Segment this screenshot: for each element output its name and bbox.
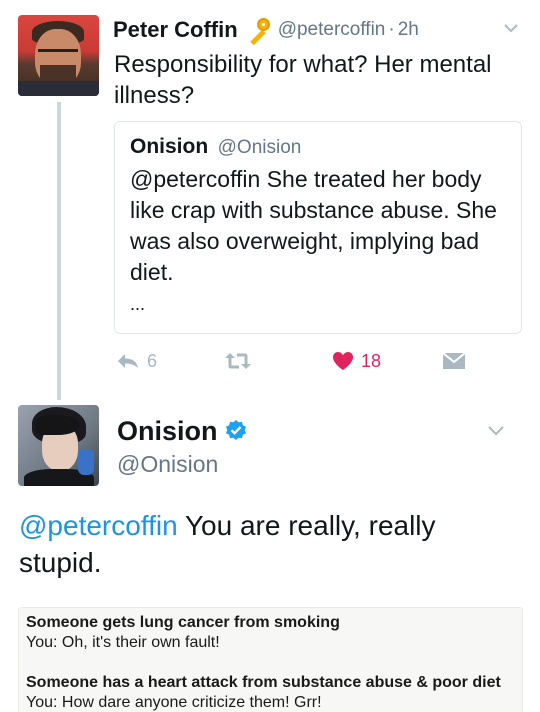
- key-icon: [244, 17, 272, 46]
- tweet-onision[interactable]: Onision @Onision @petercoffin You are re…: [0, 400, 540, 712]
- quote-header: Onision @Onision: [130, 135, 301, 159]
- mention-link[interactable]: @petercoffin: [19, 510, 178, 541]
- author-handle[interactable]: @Onision: [117, 451, 219, 477]
- retweet-icon: [225, 353, 251, 369]
- reply-count: 6: [147, 350, 158, 371]
- envelope-icon: [442, 352, 466, 369]
- heart-icon: [333, 352, 353, 370]
- like-count: 18: [361, 350, 382, 371]
- tweet-actions: 6 18: [114, 346, 524, 376]
- chevron-down-icon[interactable]: [487, 421, 505, 439]
- quote-ellipsis: ...: [130, 294, 146, 314]
- attached-image[interactable]: Someone gets lung cancer from smoking Yo…: [18, 607, 523, 712]
- tweet-header: Peter Coffin @petercoffin · 2h: [113, 15, 419, 46]
- quote-text: @petercoffin She treated her body like c…: [130, 166, 497, 285]
- retweet-button[interactable]: [224, 346, 259, 376]
- tweet-text: @petercoffin You are really, really stup…: [19, 507, 519, 581]
- image-text-line: Someone has a heart attack from substanc…: [26, 674, 501, 691]
- tweet-peter-coffin[interactable]: Peter Coffin @petercoffin · 2h Responsib…: [0, 0, 540, 400]
- image-text-line: You: Oh, it's their own fault!: [26, 634, 220, 651]
- image-text-line: You: How dare anyone criticize them! Grr…: [26, 694, 322, 711]
- avatar[interactable]: [18, 15, 99, 96]
- verified-badge-icon: [225, 420, 246, 440]
- quoted-tweet[interactable]: Onision @Onision @petercoffin She treate…: [114, 121, 522, 334]
- author-name[interactable]: Peter Coffin: [113, 17, 238, 42]
- thread-line: [57, 102, 61, 400]
- image-text-line: Someone gets lung cancer from smoking: [26, 614, 340, 631]
- tweet-header: Onision: [117, 415, 248, 447]
- chevron-down-icon[interactable]: [503, 20, 519, 36]
- tweet-body: You are really, really stupid.: [19, 510, 436, 578]
- author-handle[interactable]: @petercoffin: [277, 19, 386, 40]
- reply-icon: [118, 354, 138, 368]
- quote-author-handle: @Onision: [217, 137, 302, 158]
- like-button[interactable]: 18: [332, 346, 381, 376]
- separator-dot: ·: [388, 19, 395, 40]
- tweet-text: Responsibility for what? Her mental illn…: [114, 51, 492, 109]
- reply-button[interactable]: 6: [116, 346, 157, 376]
- avatar[interactable]: [18, 405, 99, 486]
- timestamp[interactable]: 2h: [397, 19, 419, 40]
- direct-message-button[interactable]: [442, 346, 466, 376]
- author-name[interactable]: Onision: [117, 415, 218, 446]
- quote-author-name: Onision: [130, 135, 209, 158]
